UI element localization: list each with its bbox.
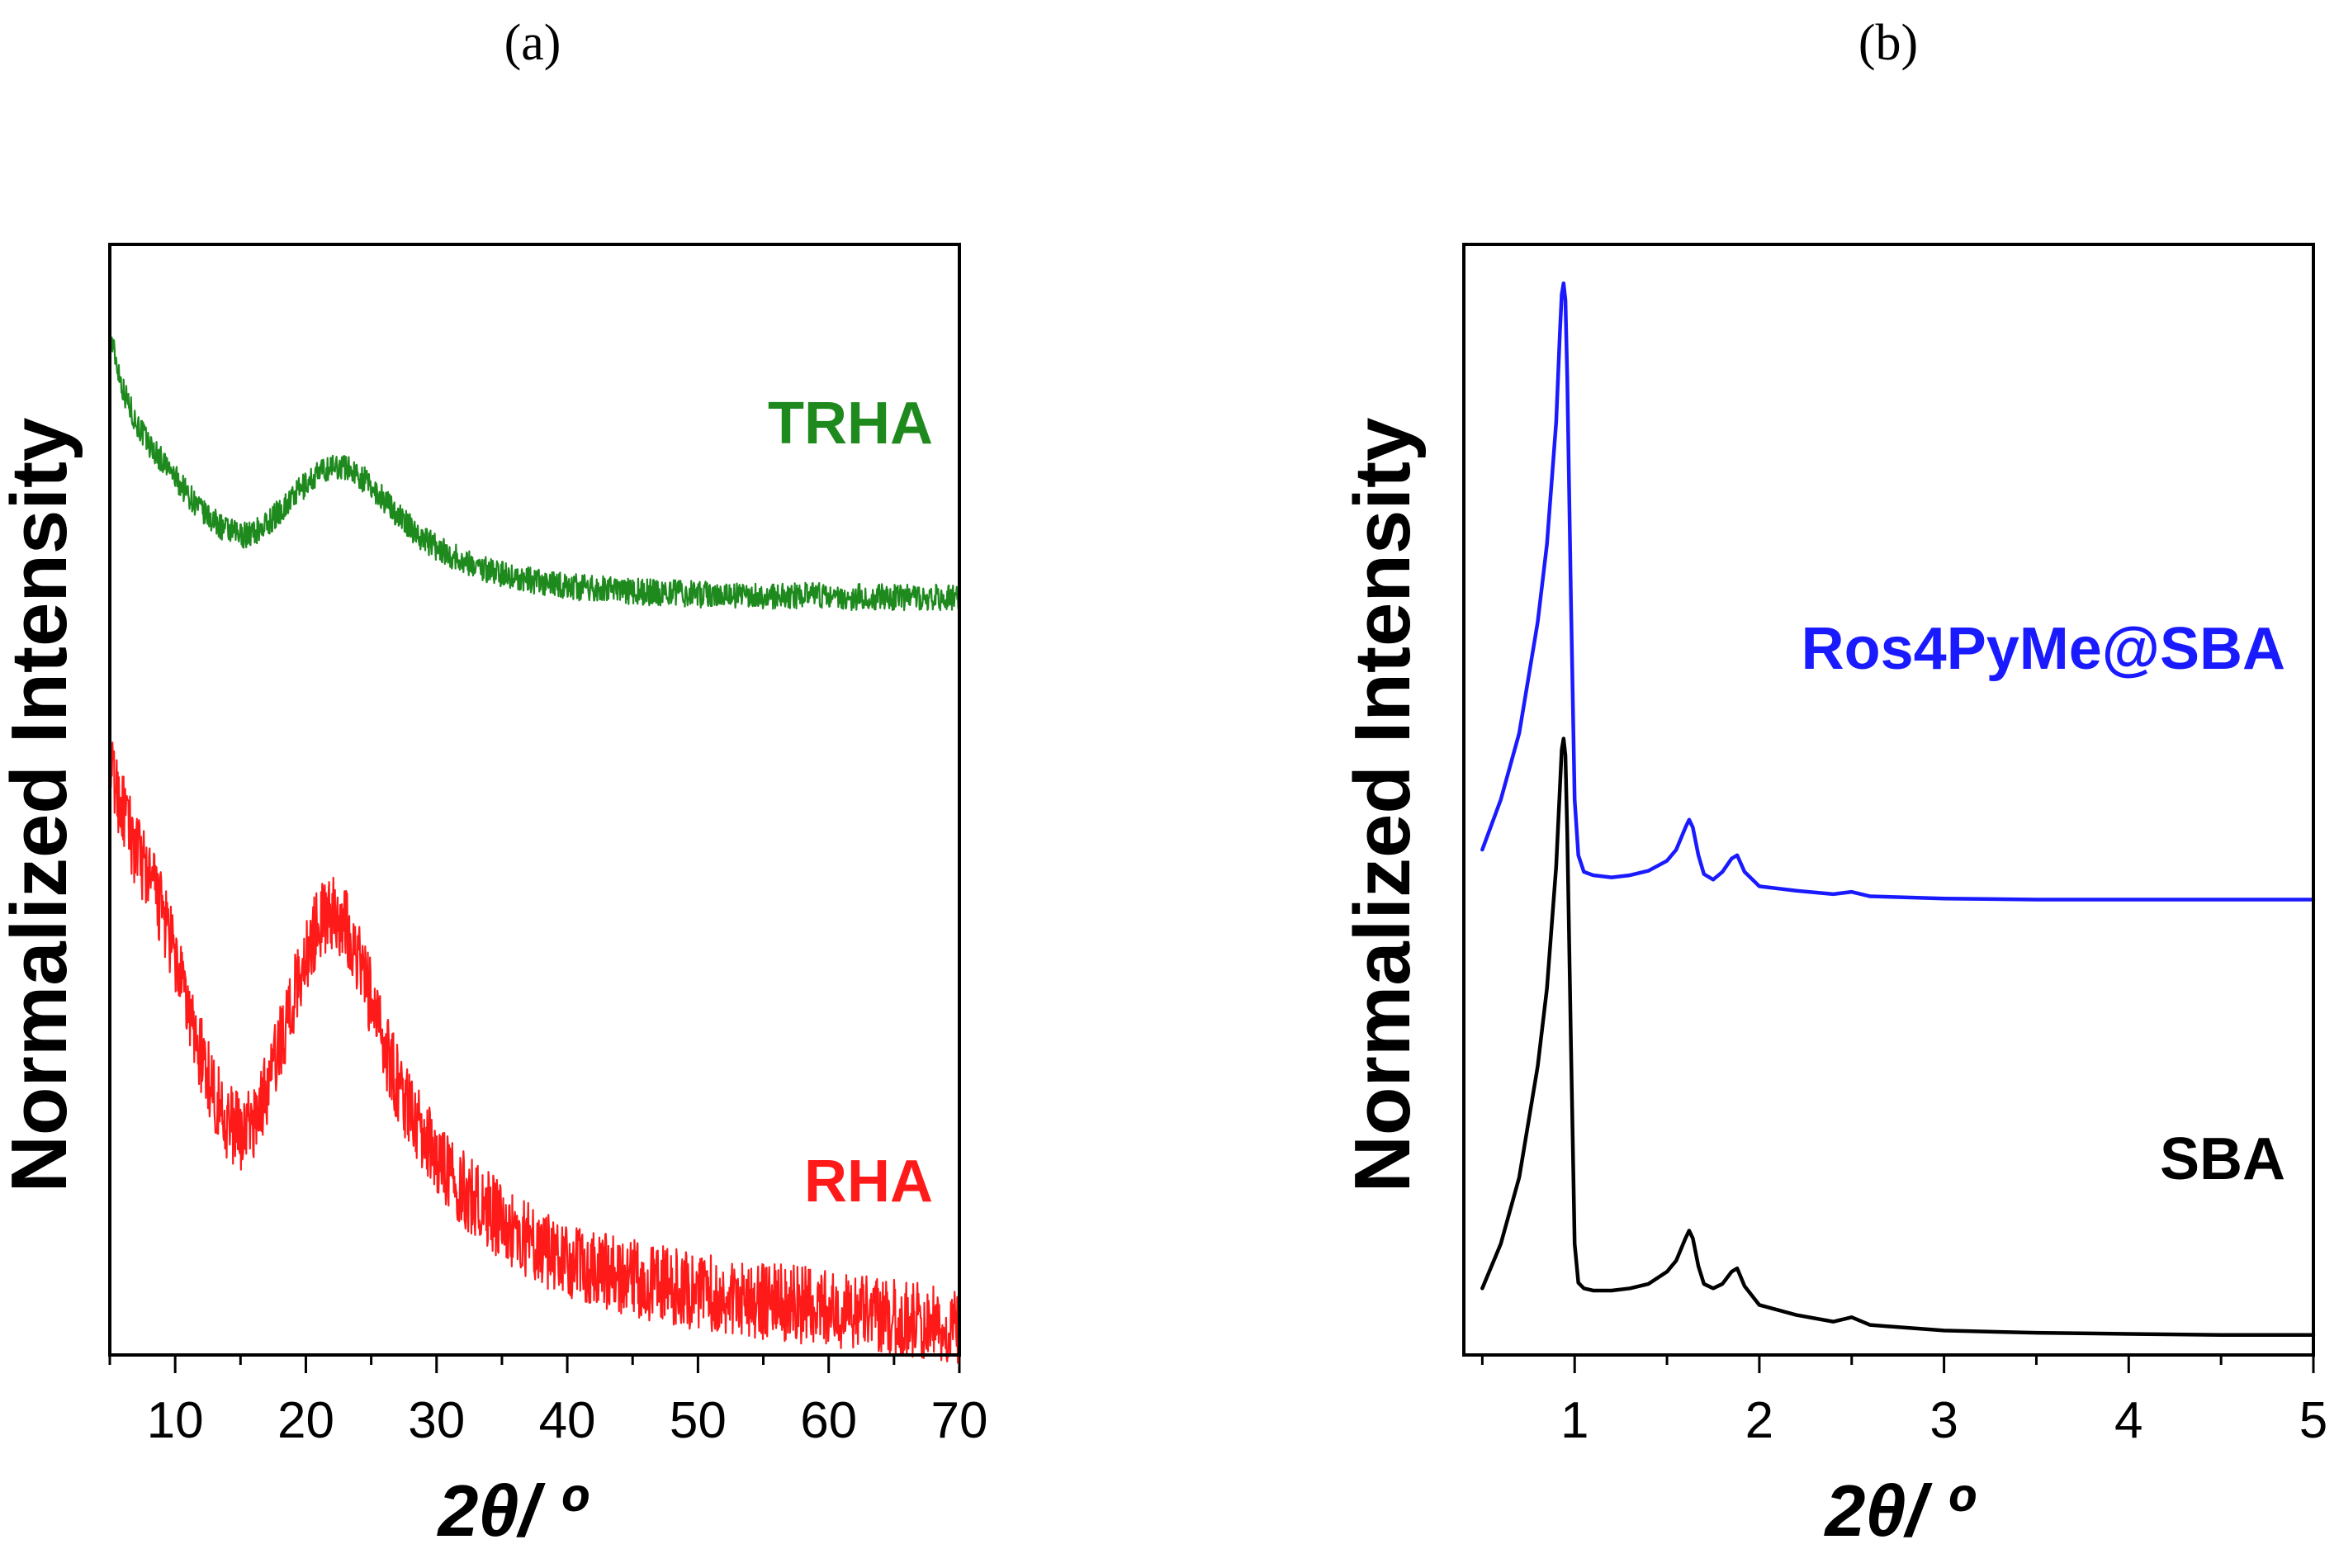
y-axis-label-b: Normalized Intensity	[1338, 418, 1427, 1193]
x-tick-label: 70	[931, 1392, 988, 1449]
x-tick-label: 2	[1745, 1392, 1773, 1449]
series-line-rha	[108, 729, 961, 1364]
panel-label-b: (b)	[1858, 15, 1918, 71]
series-line-sba	[1480, 737, 2316, 1338]
y-axis-label-a: Normalized Intensity	[0, 418, 83, 1193]
x-axis-label-a: 2θ/ º	[436, 1470, 589, 1551]
series-label-sba: SBA	[2160, 1126, 2285, 1192]
panel-a: (a) Normalized Intensity 10 20 30 40 50 60 70 …	[0, 15, 987, 1551]
x-tick-labels-a: 10 20 30 40 50 60 70	[147, 1392, 988, 1449]
series-line-trha	[108, 327, 961, 612]
x-tick-label: 30	[408, 1392, 465, 1449]
series-group-a	[108, 327, 961, 1364]
x-axis-label-b: 2θ/ º	[1823, 1470, 1976, 1551]
panel-label-a: (a)	[504, 15, 561, 71]
x-tick-label: 3	[1929, 1392, 1958, 1449]
x-tick-label: 10	[147, 1392, 204, 1449]
series-label-rha: RHA	[804, 1149, 933, 1215]
plot-frame-a	[108, 243, 961, 1357]
x-tick-labels-b: 1 2 3 4 5	[1560, 1392, 2327, 1449]
x-tick-label: 60	[800, 1392, 857, 1449]
x-tick-label: 50	[670, 1392, 727, 1449]
x-tick-label: 20	[277, 1392, 334, 1449]
x-tick-label: 4	[2114, 1392, 2143, 1449]
series-label-trha: TRHA	[768, 391, 933, 457]
x-tick-label: 5	[2299, 1392, 2327, 1449]
x-ticks-a	[108, 1355, 961, 1373]
x-tick-label: 1	[1560, 1392, 1589, 1449]
series-group-b	[1480, 281, 2316, 1338]
plot-frame-b	[1462, 243, 2315, 1357]
series-label-ros4pyme-sba: Ros4PyMe@SBA	[1802, 616, 2285, 682]
x-tick-label: 40	[539, 1392, 596, 1449]
x-ticks-b	[1480, 1355, 2315, 1373]
panel-b: (b) Normalized Intensity 1 2 3 4 5 Ros4PyMe@…	[1338, 15, 2327, 1551]
series-line-ros4pyme-sba	[1480, 281, 2316, 902]
